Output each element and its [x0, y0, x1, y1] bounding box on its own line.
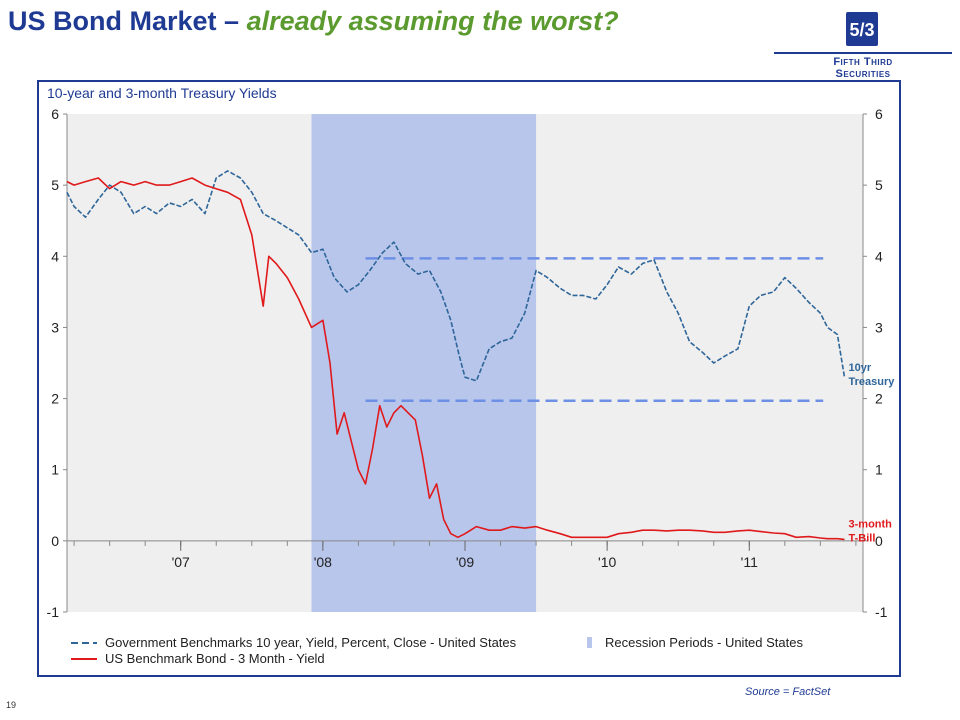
- y-tick-label-left: 3: [51, 319, 59, 335]
- legend-label-3month: US Benchmark Bond - 3 Month - Yield: [105, 651, 325, 666]
- svg-text:5/3: 5/3: [849, 20, 874, 40]
- y-tick-label-left: 2: [51, 391, 59, 407]
- annotation-label-1-line1: 3-month: [849, 519, 893, 531]
- slide-title-subtitle: already assuming the worst?: [246, 6, 619, 36]
- legend-label-10yr: Government Benchmarks 10 year, Yield, Pe…: [105, 635, 517, 650]
- y-tick-label-left: 5: [51, 177, 59, 193]
- y-tick-label-right: 3: [875, 319, 883, 335]
- y-tick-label-left: 1: [51, 462, 59, 478]
- logo-text-line2: Securities: [835, 68, 891, 80]
- legend-label-recession: Recession Periods - United States: [605, 635, 803, 650]
- fifth-third-logo-mark: 5/3: [846, 12, 878, 46]
- y-tick-label-right: 0: [875, 533, 883, 549]
- annotation-label-0-line1: 10yr: [849, 362, 872, 374]
- x-tick-label: '09: [456, 554, 474, 570]
- x-tick-label: '11: [741, 554, 758, 570]
- annotation-label-1-line2: T-Bill: [849, 533, 876, 545]
- page-number: 19: [6, 700, 17, 710]
- treasury-yields-chart: 10-year and 3-month Treasury Yields 6 6 5 5 4…: [47, 85, 896, 666]
- y-tick-label-left: 6: [51, 106, 59, 122]
- y-tick-label-left: 0: [51, 533, 59, 549]
- y-tick-label-right: 5: [875, 177, 883, 193]
- slide-title-separator: –: [216, 6, 247, 36]
- logo-text-line1: Fifth Third: [833, 56, 893, 68]
- chart-title: 10-year and 3-month Treasury Yields: [47, 85, 277, 101]
- slide-title-main: US Bond Market: [8, 6, 217, 36]
- series-line-10yr: [66, 170, 846, 382]
- fifth-third-logo: 5/3 Fifth Third Securities: [768, 6, 958, 80]
- y-tick-label-right: 6: [875, 106, 883, 122]
- annotation-label-0-line2: Treasury: [849, 376, 896, 388]
- series-line-3month: [66, 177, 845, 541]
- legend-swatch-recession: [587, 637, 592, 648]
- logo-divider: [774, 52, 952, 54]
- y-tick-label-right: -1: [875, 604, 888, 620]
- y-tick-label-right: 4: [875, 248, 883, 264]
- x-tick-label: '08: [314, 554, 332, 570]
- y-tick-label-left: -1: [47, 604, 60, 620]
- chart-frame: 10-year and 3-month Treasury Yields 6 6 5 5 4…: [37, 80, 901, 677]
- recession-band: [311, 114, 537, 612]
- y-tick-label-right: 1: [875, 462, 883, 478]
- x-tick-label: '07: [172, 554, 190, 570]
- slide-title: US Bond Market – already assuming the wo…: [8, 6, 619, 37]
- y-tick-label-left: 4: [51, 248, 59, 264]
- source-note: Source = FactSet: [745, 686, 831, 698]
- x-tick-label: '10: [598, 554, 616, 570]
- y-tick-label-right: 2: [875, 391, 883, 407]
